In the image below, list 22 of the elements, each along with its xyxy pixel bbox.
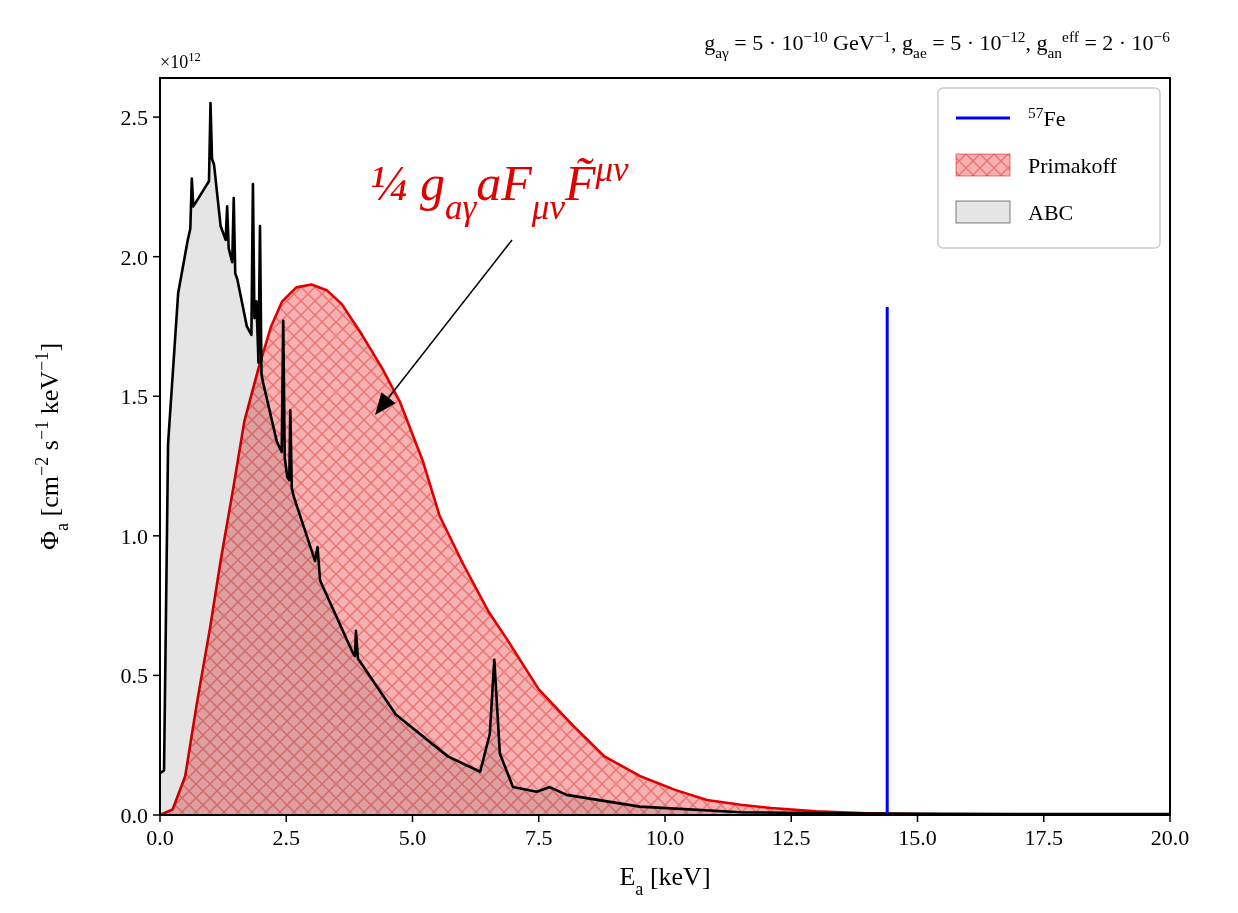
x-tick-label: 15.0 xyxy=(898,825,937,850)
x-tick-label: 10.0 xyxy=(645,825,685,850)
annotation: ¼ g$_{aγ}$aF$_{μν}$F̃$^{μν}$ xyxy=(370,150,630,227)
y-tick-label: 1.0 xyxy=(120,523,148,549)
y-tick-label: 0.5 xyxy=(120,663,148,689)
x-tick-label: 20.0 xyxy=(1150,825,1190,850)
x-tick-label: 7.5 xyxy=(525,825,553,850)
legend-label: $^{57}$Fe xyxy=(1028,103,1066,131)
legend-label: Primakoff xyxy=(1028,153,1118,178)
y-tick-label: 1.5 xyxy=(120,384,148,410)
chart-title: g$_{aγ}$ = 5 · 10$^{−10}$ GeV$^{−1}$, g$_{ae}$ = 5 · 10$^{−12}$, g$_{an}$$^{eff}$ = 2 · 10$^{−6}$ xyxy=(704,27,1170,62)
x-tick-label: 2.5 xyxy=(272,825,300,850)
x-tick-label: 17.5 xyxy=(1024,825,1063,850)
x-tick-label: 5.0 xyxy=(398,825,427,850)
x-tick-label: 12.5 xyxy=(772,825,811,850)
y-tick-label: 0.0 xyxy=(120,803,148,828)
x-axis-title: E$_{a}$ [keV] xyxy=(619,862,711,899)
y-tick-label: 2.5 xyxy=(120,105,148,131)
text: ×10$^{12}$ xyxy=(160,50,201,72)
legend-label: ABC xyxy=(1028,200,1074,225)
x-tick-label: 0.0 xyxy=(146,825,174,850)
y-tick-label: 2.0 xyxy=(120,244,148,270)
